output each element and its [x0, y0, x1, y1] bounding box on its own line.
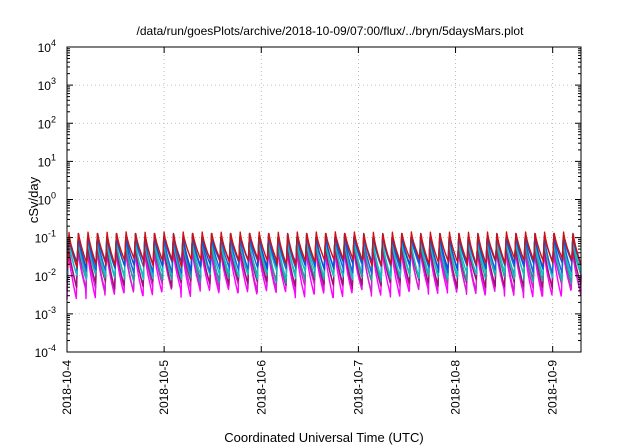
series-line — [66, 231, 582, 269]
y-tick-labels: 10-4 10-3 10-2 10-1 100 101 102 103 104 — [35, 38, 56, 360]
grid — [67, 47, 581, 352]
series-line — [66, 242, 582, 290]
x-tick-label: 2018-10-5 — [157, 360, 171, 415]
x-tick-label: 2018-10-7 — [351, 360, 365, 415]
series-line — [66, 237, 582, 281]
y-tick-label: 101 — [38, 152, 56, 169]
y-tick-label: 10-1 — [35, 229, 56, 246]
y-tick-label: 103 — [38, 76, 56, 93]
y-tick-label: 10-2 — [35, 267, 56, 284]
y-tick-label: 10-3 — [35, 305, 56, 322]
x-axis-label: Coordinated Universal Time (UTC) — [224, 430, 423, 445]
y-tick-label: 102 — [38, 114, 56, 131]
x-tick-labels: 2018-10-4 2018-10-5 2018-10-6 2018-10-7 2018… — [60, 360, 560, 415]
chart-title: /data/run/goesPlots/archive/2018-10-09/0… — [137, 24, 525, 38]
x-tick-label: 2018-10-9 — [546, 360, 560, 415]
x-tick-label: 2018-10-6 — [254, 360, 268, 415]
y-axis-label: cSv/day — [26, 176, 41, 223]
y-tick-label: 100 — [38, 191, 56, 208]
series-layer — [66, 231, 582, 300]
axis-ticks — [66, 46, 581, 353]
y-tick-label: 104 — [38, 38, 56, 55]
y-tick-label: 10-4 — [35, 343, 56, 360]
x-tick-label: 2018-10-8 — [449, 360, 463, 415]
x-tick-label: 2018-10-4 — [60, 360, 74, 415]
